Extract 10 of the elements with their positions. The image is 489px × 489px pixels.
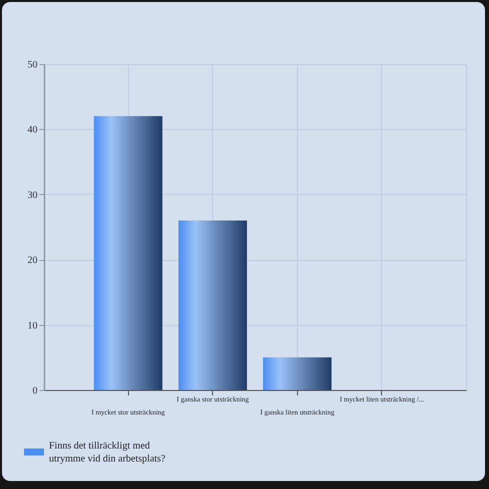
bar xyxy=(263,357,332,390)
y-tick-label: 40 xyxy=(28,124,38,136)
legend-label: Finns det tillräckligt med utrymme vid din arbetsplats? xyxy=(49,440,166,464)
bar xyxy=(94,116,162,390)
y-tick-label: 50 xyxy=(28,60,38,70)
y-tick-label: 10 xyxy=(28,320,38,332)
bar xyxy=(178,220,247,390)
y-tick-label: 20 xyxy=(28,255,38,266)
y-tick-label: 0 xyxy=(32,386,38,396)
y-tick-label: 30 xyxy=(28,190,38,201)
